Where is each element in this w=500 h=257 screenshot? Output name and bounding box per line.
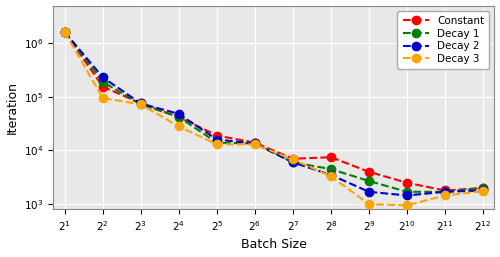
Decay 2 xyxy=(214,138,220,141)
Line: Constant: Constant xyxy=(60,28,487,195)
Decay 3 xyxy=(290,158,296,161)
Decay 1 xyxy=(252,142,258,145)
Decay 1 xyxy=(328,168,334,171)
Decay 2 xyxy=(442,190,448,193)
Line: Decay 3: Decay 3 xyxy=(60,28,487,209)
Constant xyxy=(480,187,486,190)
Constant xyxy=(138,102,144,105)
Y-axis label: Iteration: Iteration xyxy=(6,81,18,134)
X-axis label: Batch Size: Batch Size xyxy=(241,238,307,251)
Decay 1 xyxy=(138,103,144,106)
Decay 2 xyxy=(62,31,68,34)
Decay 3 xyxy=(100,96,106,99)
Decay 1 xyxy=(480,187,486,190)
Decay 3 xyxy=(138,103,144,106)
Decay 3 xyxy=(176,125,182,128)
Decay 1 xyxy=(404,190,410,193)
Constant xyxy=(214,134,220,137)
Decay 2 xyxy=(404,194,410,197)
Constant xyxy=(176,115,182,118)
Constant xyxy=(62,31,68,34)
Decay 3 xyxy=(252,143,258,146)
Constant xyxy=(328,156,334,159)
Decay 1 xyxy=(290,161,296,164)
Decay 1 xyxy=(100,80,106,83)
Constant xyxy=(290,157,296,160)
Decay 1 xyxy=(366,179,372,182)
Decay 3 xyxy=(442,194,448,197)
Legend: Constant, Decay 1, Decay 2, Decay 3: Constant, Decay 1, Decay 2, Decay 3 xyxy=(398,11,489,69)
Constant xyxy=(100,85,106,88)
Constant xyxy=(366,170,372,173)
Decay 2 xyxy=(100,76,106,79)
Decay 1 xyxy=(214,141,220,144)
Decay 3 xyxy=(328,175,334,178)
Decay 2 xyxy=(290,161,296,164)
Constant xyxy=(404,181,410,184)
Decay 1 xyxy=(62,31,68,34)
Line: Decay 1: Decay 1 xyxy=(60,28,487,196)
Decay 3 xyxy=(366,203,372,206)
Decay 3 xyxy=(62,31,68,34)
Decay 2 xyxy=(328,173,334,177)
Line: Decay 2: Decay 2 xyxy=(60,28,487,200)
Decay 2 xyxy=(480,189,486,192)
Constant xyxy=(442,189,448,192)
Decay 3 xyxy=(404,204,410,207)
Decay 3 xyxy=(480,190,486,193)
Decay 2 xyxy=(138,102,144,105)
Decay 2 xyxy=(176,112,182,115)
Decay 1 xyxy=(442,190,448,193)
Decay 2 xyxy=(252,142,258,145)
Decay 2 xyxy=(366,190,372,193)
Constant xyxy=(252,141,258,144)
Decay 1 xyxy=(176,115,182,118)
Decay 3 xyxy=(214,143,220,146)
